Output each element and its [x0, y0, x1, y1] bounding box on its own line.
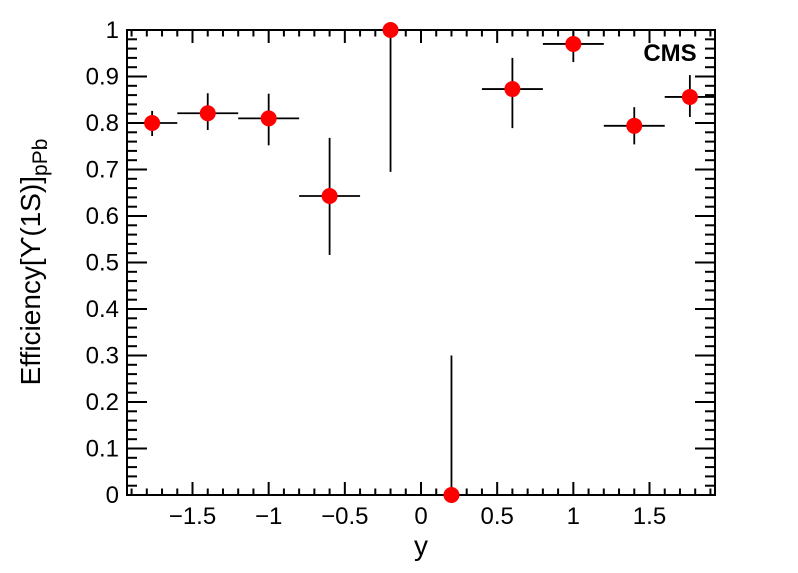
y-axis-title-subscript: pPb: [29, 139, 52, 176]
axis-ticks: [127, 29, 715, 496]
y-tick-label: 0.2: [86, 389, 119, 416]
y-axis-title-main: Efficiency[ϒ(1S)]: [15, 176, 46, 385]
y-tick-label: 0: [106, 482, 119, 509]
data-point-marker: [681, 88, 698, 105]
data-point-marker: [504, 81, 521, 98]
x-tick-labels: −1.5 −1 −0.5 0 0.5 1 1.5: [169, 503, 666, 530]
plot-frame: [126, 29, 716, 496]
x-tick-label: 1: [567, 503, 580, 530]
x-tick-label: 0: [414, 503, 427, 530]
y-tick-label: 1: [106, 17, 119, 44]
data-point-marker: [321, 188, 338, 205]
x-axis-title: y: [414, 530, 428, 561]
data-point-marker: [199, 105, 216, 122]
y-tick-label: 0.4: [86, 296, 119, 323]
y-tick-label: 0.3: [86, 343, 119, 370]
y-tick-label: 0.8: [86, 110, 119, 137]
data-point-marker: [626, 117, 643, 134]
y-tick-label: 0.5: [86, 250, 119, 277]
y-tick-label: 0.1: [86, 436, 119, 463]
data-point-marker: [144, 115, 161, 131]
x-tick-label: 1.5: [633, 503, 666, 530]
y-tick-labels: 0 0.1 0.2 0.3 0.4 0.5 0.6 0.7 0.8 0.9 1: [86, 17, 119, 509]
data-series: [127, 22, 715, 503]
data-point-marker: [565, 35, 582, 52]
cms-label: CMS: [643, 40, 696, 67]
x-tick-label: −0.5: [321, 503, 368, 530]
data-point-marker: [443, 487, 460, 503]
y-axis-title: Efficiency[ϒ(1S)]pPb: [15, 139, 52, 386]
y-tick-label: 0.9: [86, 64, 119, 91]
x-tick-label: 0.5: [480, 503, 513, 530]
data-point-marker: [382, 22, 399, 38]
x-tick-label: −1.5: [169, 503, 216, 530]
x-tick-label: −1: [255, 503, 282, 530]
y-tick-label: 0.7: [86, 157, 119, 184]
data-point-marker: [260, 110, 277, 127]
y-tick-label: 0.6: [86, 203, 119, 230]
